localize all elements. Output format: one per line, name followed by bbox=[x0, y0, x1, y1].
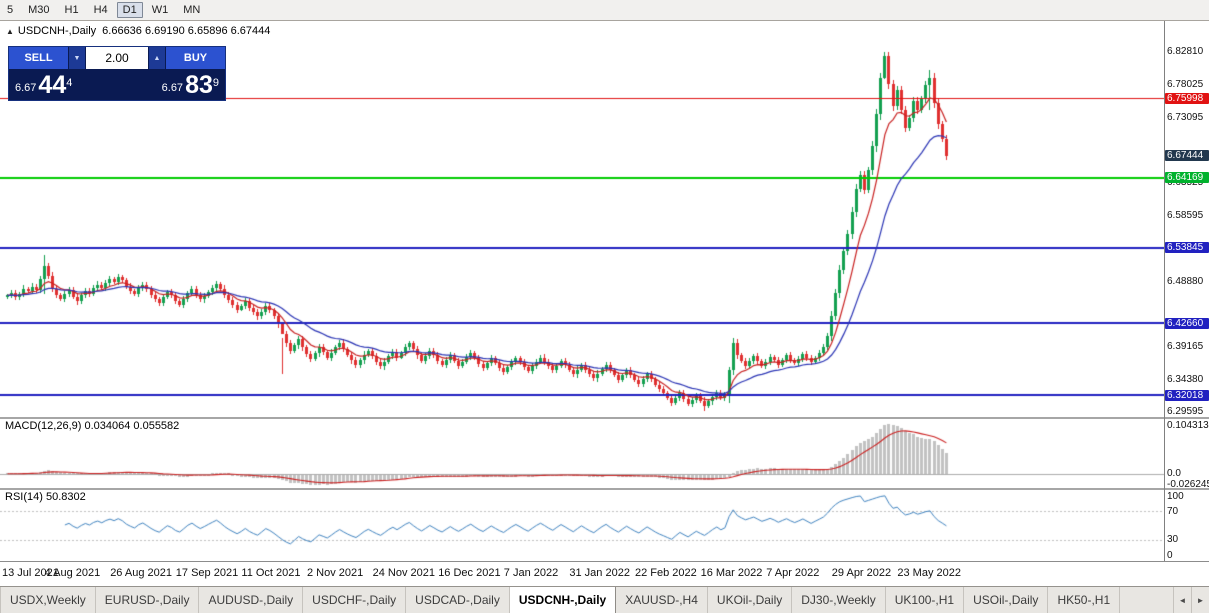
one-click-panel-toggle-icon[interactable]: ▲ bbox=[6, 27, 14, 36]
symbol-tab-list: USDX,Weekly EURUSD-,Daily AUDUSD-,Daily USD… bbox=[0, 586, 1209, 613]
date-axis: 13 Jul 2021 4 Aug 2021 26 Aug 2021 17 Sep 2… bbox=[0, 561, 1209, 586]
price-axis-border bbox=[1164, 21, 1165, 561]
symbol-tab-usdcad-daily[interactable]: USDCAD-,Daily bbox=[406, 587, 510, 613]
price-axis-label: 6.82810 bbox=[1167, 46, 1204, 58]
chart-header: ▲ USDCNH-,Daily 6.66636 6.69190 6.65896 6.… bbox=[6, 25, 270, 37]
date-label: 29 Apr 2022 bbox=[831, 567, 892, 579]
sell-price-point: 4 bbox=[66, 76, 73, 89]
buy-button[interactable]: BUY bbox=[166, 47, 225, 69]
macd-axis-label: -0.026245 bbox=[1167, 478, 1209, 490]
price-axis-badge: 6.75998 bbox=[1165, 92, 1209, 104]
symbol-tab-eurusd-daily[interactable]: EURUSD-,Daily bbox=[96, 587, 200, 613]
sell-price-prefix: 6.67 bbox=[15, 81, 37, 94]
buy-price-point: 9 bbox=[212, 76, 219, 89]
timeframe-button-h4[interactable]: H4 bbox=[93, 4, 108, 16]
price-axis-label: 6.34380 bbox=[1167, 373, 1204, 385]
price-axis-label: 6.58595 bbox=[1167, 210, 1204, 222]
chart-ohlc-values: 6.66636 6.69190 6.65896 6.67444 bbox=[102, 25, 271, 37]
chart-canvas[interactable] bbox=[0, 21, 1164, 561]
symbol-tab-usdchf-daily[interactable]: USDCHF-,Daily bbox=[303, 587, 407, 613]
timeframe-button-d1[interactable]: D1 bbox=[116, 2, 143, 18]
symbol-tab-usdcnh-daily[interactable]: USDCNH-,Daily bbox=[509, 587, 617, 613]
price-axis-badge: 6.53845 bbox=[1165, 242, 1209, 254]
price-axis-label: 6.39165 bbox=[1167, 341, 1204, 353]
symbol-tab-usdx-weekly[interactable]: USDX,Weekly bbox=[0, 587, 96, 613]
date-label: 4 Aug 2021 bbox=[44, 567, 101, 579]
tab-bar-spacer bbox=[1120, 587, 1173, 613]
date-label: 11 Oct 2021 bbox=[241, 567, 301, 579]
timeframe-button-mn[interactable]: MN bbox=[183, 4, 201, 16]
triangle-down-icon: ▼ bbox=[73, 54, 81, 62]
tab-scroll-right-button[interactable]: ► bbox=[1191, 587, 1209, 613]
timeframe-button-w1[interactable]: W1 bbox=[151, 4, 169, 16]
date-label: 31 Jan 2022 bbox=[569, 567, 630, 579]
symbol-tab-xauusd-h4[interactable]: XAUUSD-,H4 bbox=[616, 587, 708, 613]
price-axis: 6.828106.780256.730956.635256.585956.488… bbox=[1165, 21, 1209, 561]
buy-price: 6.67 83 9 bbox=[161, 70, 219, 99]
date-label: 7 Jan 2022 bbox=[503, 567, 559, 579]
rsi-axis-label: 70 bbox=[1167, 505, 1179, 517]
date-label: 23 May 2022 bbox=[897, 567, 961, 579]
symbol-tab-usoil-daily[interactable]: USOil-,Daily bbox=[964, 587, 1049, 613]
arrow-left-icon: ◄ bbox=[1178, 595, 1187, 605]
symbol-tab-hk50-h1[interactable]: HK50-,H1 bbox=[1048, 587, 1121, 613]
rsi-axis-label: 100 bbox=[1167, 490, 1184, 502]
price-axis-badge: 6.32018 bbox=[1165, 389, 1209, 401]
timeframe-button-5[interactable]: 5 bbox=[7, 4, 14, 16]
sell-price-pips: 44 bbox=[38, 70, 67, 99]
chart-symbol-title: USDCNH-,Daily bbox=[17, 25, 97, 37]
date-label: 2 Nov 2021 bbox=[307, 567, 364, 579]
timeframe-button-m30[interactable]: M30 bbox=[28, 4, 50, 16]
date-label: 16 Dec 2021 bbox=[438, 567, 501, 579]
buy-price-pips: 83 bbox=[185, 70, 213, 99]
volume-input[interactable] bbox=[86, 47, 148, 69]
buy-price-prefix: 6.67 bbox=[161, 81, 184, 94]
pane-separator[interactable] bbox=[0, 417, 1209, 419]
price-axis-badge: 6.67444 bbox=[1165, 150, 1209, 162]
price-axis-label: 6.73095 bbox=[1167, 112, 1204, 124]
triangle-up-icon: ▲ bbox=[153, 54, 161, 62]
sell-button[interactable]: SELL bbox=[9, 47, 68, 69]
symbol-tab-ukoil-daily[interactable]: UKOil-,Daily bbox=[708, 587, 793, 613]
arrow-right-icon: ► bbox=[1196, 595, 1205, 605]
timeframe-button-h1[interactable]: H1 bbox=[64, 4, 79, 16]
symbol-tab-audusd-daily[interactable]: AUDUSD-,Daily bbox=[199, 587, 304, 613]
rsi-axis-label: 0 bbox=[1167, 549, 1173, 561]
date-label: 22 Feb 2022 bbox=[635, 567, 697, 579]
price-axis-label: 6.29595 bbox=[1167, 406, 1204, 418]
volume-decrement-button[interactable]: ▼ bbox=[69, 47, 85, 69]
price-axis-label: 6.78025 bbox=[1167, 78, 1204, 90]
symbol-tab-dj30-weekly[interactable]: DJ30-,Weekly bbox=[792, 587, 886, 613]
date-label: 26 Aug 2021 bbox=[110, 567, 172, 579]
date-label: 17 Sep 2021 bbox=[175, 567, 239, 579]
date-label: 13 Jul 2021 bbox=[2, 567, 59, 579]
price-axis-badge: 6.42660 bbox=[1165, 317, 1209, 329]
date-label: 7 Apr 2022 bbox=[766, 567, 820, 579]
date-label: 24 Nov 2021 bbox=[372, 567, 435, 579]
rsi-indicator-label: RSI(14) 50.8302 bbox=[5, 491, 86, 503]
price-axis-label: 6.48880 bbox=[1167, 275, 1204, 287]
rsi-axis-label: 30 bbox=[1167, 534, 1179, 546]
date-label: 16 Mar 2022 bbox=[700, 567, 763, 579]
timeframe-toolbar: 5 M30 H1 H4 D1 W1 MN bbox=[0, 0, 1209, 21]
pane-separator[interactable] bbox=[0, 488, 1209, 490]
sell-price: 6.67 44 4 bbox=[15, 70, 73, 99]
macd-axis-label: 0.104313 bbox=[1167, 419, 1209, 431]
volume-increment-button[interactable]: ▲ bbox=[149, 47, 165, 69]
tab-scroll-left-button[interactable]: ◄ bbox=[1173, 587, 1191, 613]
macd-indicator-label: MACD(12,26,9) 0.034064 0.055582 bbox=[5, 420, 180, 432]
price-axis-badge: 6.64169 bbox=[1165, 172, 1209, 184]
macd-axis-label: 0.0 bbox=[1167, 468, 1181, 480]
symbol-tab-uk100-h1[interactable]: UK100-,H1 bbox=[886, 587, 965, 613]
